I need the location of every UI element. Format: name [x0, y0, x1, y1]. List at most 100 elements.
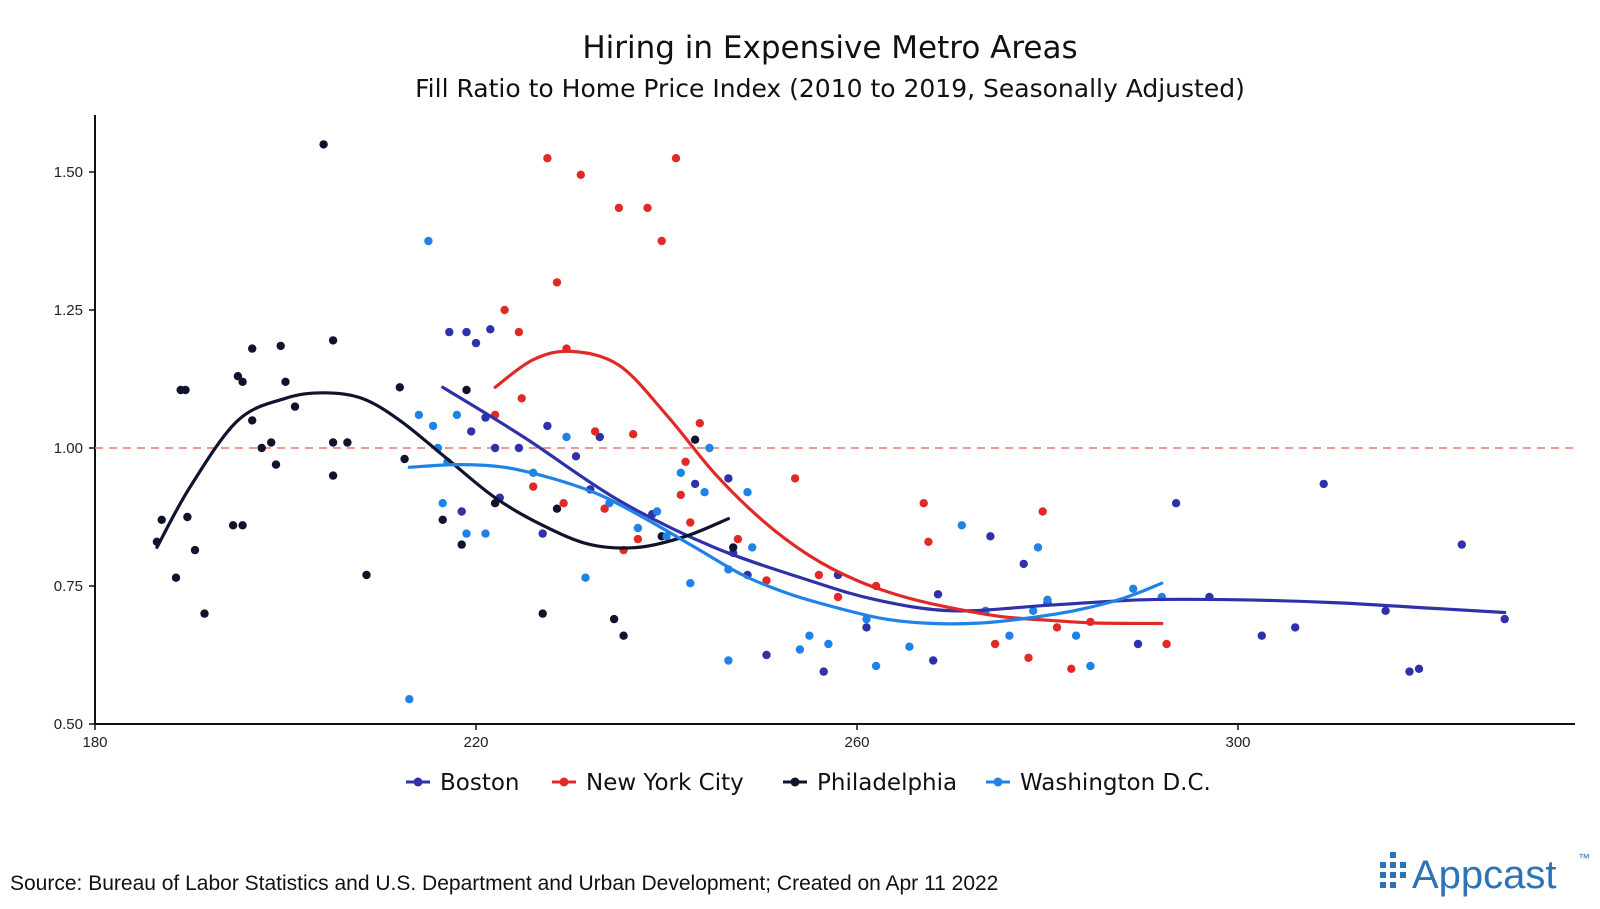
data-point: [686, 579, 695, 588]
y-tick-label: 1.50: [54, 164, 83, 181]
data-point: [1405, 667, 1414, 676]
data-point: [543, 421, 552, 431]
data-point: [657, 236, 666, 246]
data-point: [576, 170, 585, 179]
legend-label: Washington D.C.: [1020, 770, 1211, 796]
data-point: [1162, 639, 1171, 649]
data-point: [1029, 606, 1038, 615]
appcast-logo: Appcast ™: [1380, 851, 1590, 897]
legend-item: Washington D.C.: [986, 770, 1211, 796]
data-point: [1038, 507, 1047, 516]
legend-swatch-dot: [413, 777, 423, 787]
data-point: [424, 236, 433, 246]
data-point: [619, 631, 628, 640]
data-point: [676, 468, 685, 477]
data-point: [986, 532, 995, 541]
data-point: [343, 438, 352, 447]
data-point: [671, 154, 681, 163]
data-point: [438, 515, 447, 524]
data-point: [1067, 664, 1076, 673]
y-tick-label: 0.50: [54, 716, 83, 733]
data-point: [629, 430, 638, 439]
data-point: [957, 521, 966, 530]
trend-line-washington-d-c-: [407, 462, 1164, 626]
data-point: [552, 278, 562, 287]
legend-swatch-dot: [790, 777, 800, 787]
data-point: [733, 534, 743, 544]
series-points-boston: [445, 325, 1509, 676]
data-point: [676, 490, 685, 500]
chart-title: Hiring in Expensive Metro Areas: [582, 30, 1077, 66]
data-point: [490, 499, 500, 508]
data-point: [805, 631, 814, 640]
series-points-new-york-city: [490, 154, 1171, 673]
data-point: [819, 667, 828, 676]
data-point: [452, 410, 462, 420]
legend-item: New York City: [552, 770, 744, 796]
data-point: [538, 609, 547, 618]
data-point: [686, 518, 695, 527]
legend-item: Philadelphia: [783, 770, 957, 796]
data-point: [695, 419, 704, 428]
data-point: [181, 385, 190, 395]
y-tick-label: 1.25: [54, 302, 83, 319]
data-point: [600, 504, 609, 513]
data-point: [1319, 479, 1328, 489]
data-point: [400, 454, 409, 464]
data-point: [990, 639, 1000, 649]
data-point: [1171, 499, 1181, 508]
data-point: [457, 507, 466, 516]
data-point: [462, 385, 471, 395]
data-point: [543, 154, 552, 163]
data-point: [171, 573, 181, 582]
data-point: [748, 543, 757, 552]
data-point: [1086, 661, 1095, 671]
data-point: [248, 416, 257, 425]
chart-subtitle: Fill Ratio to Home Price Index (2010 to …: [415, 74, 1245, 103]
data-point: [1500, 614, 1509, 624]
data-point: [438, 499, 447, 508]
data-point: [319, 140, 328, 149]
data-point: [729, 543, 738, 552]
data-point: [571, 452, 581, 461]
trend-line-philadelphia: [155, 391, 730, 550]
legend-item: Boston: [406, 770, 520, 796]
data-point: [919, 499, 928, 508]
data-point: [1414, 664, 1424, 673]
x-tick-label: 180: [82, 734, 107, 751]
series-points-philadelphia: [152, 140, 738, 640]
data-point: [190, 545, 200, 555]
source-note: Source: Bureau of Labor Statistics and U…: [10, 872, 998, 895]
y-tick-label: 1.00: [54, 440, 83, 457]
data-point: [1052, 623, 1062, 632]
legend: Boston New York City Philadelphia Washingto…: [406, 770, 1211, 796]
data-point: [238, 521, 247, 530]
series-points-washington-d-c-: [405, 236, 1167, 704]
data-point: [633, 534, 643, 544]
data-point: [517, 394, 526, 403]
trend-line-boston: [441, 385, 1507, 615]
data-point: [652, 507, 662, 516]
appcast-dots-icon: [1380, 852, 1406, 888]
data-point: [1033, 543, 1043, 552]
data-point: [1019, 559, 1028, 569]
data-point: [705, 443, 714, 453]
x-tick-label: 220: [463, 734, 488, 751]
axes: 0.50 0.75 1.00 1.25 1.50 180 220 260 300: [54, 115, 1575, 751]
data-point: [795, 645, 805, 654]
appcast-wordmark: Appcast: [1412, 853, 1557, 897]
data-point: [681, 457, 690, 466]
data-point: [462, 529, 471, 538]
data-point: [559, 499, 568, 508]
data-point: [662, 532, 671, 541]
data-point: [395, 383, 404, 392]
data-point: [762, 576, 771, 585]
data-point: [238, 377, 247, 386]
legend-label: Philadelphia: [817, 770, 957, 796]
x-tick-label: 300: [1225, 734, 1250, 751]
data-point: [276, 341, 285, 351]
data-point: [581, 573, 590, 582]
data-point: [933, 590, 943, 599]
data-point: [1043, 595, 1052, 604]
data-point: [1071, 631, 1081, 640]
